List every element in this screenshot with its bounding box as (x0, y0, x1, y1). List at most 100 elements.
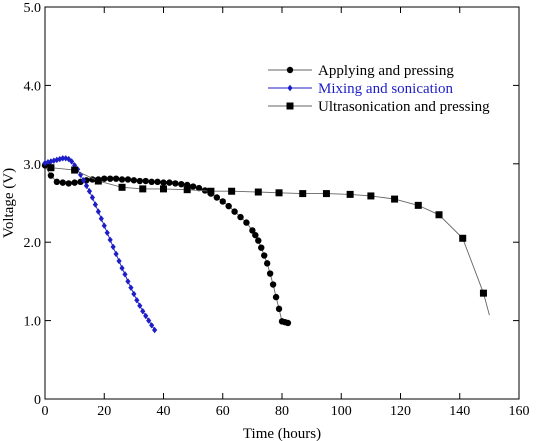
data-point (225, 202, 232, 210)
x-tick-label: 100 (331, 404, 352, 419)
data-point (299, 190, 307, 198)
data-point (134, 297, 140, 304)
data-point (255, 237, 262, 244)
data-point (95, 208, 101, 215)
data-point (284, 319, 292, 327)
x-tick-label: 40 (157, 404, 171, 419)
x-tick-label: 20 (97, 404, 111, 419)
data-point (183, 186, 191, 194)
legend-label: Applying and pressing (318, 63, 454, 79)
data-point (106, 175, 114, 182)
data-point (65, 180, 72, 187)
data-point (249, 227, 256, 234)
data-point (47, 164, 55, 172)
data-point (258, 244, 265, 251)
legend-marker (286, 66, 294, 74)
data-point (116, 257, 122, 265)
data-point (101, 222, 107, 229)
data-point (272, 293, 280, 301)
data-point (137, 302, 143, 309)
data-point (261, 252, 268, 259)
x-axis-title: Time (hours) (243, 426, 321, 441)
legend-label: Mixing and sonication (318, 81, 453, 97)
data-point (254, 188, 262, 196)
data-point (142, 177, 149, 185)
data-point (139, 185, 147, 193)
data-point (71, 166, 79, 174)
data-point (166, 179, 173, 186)
data-point (48, 158, 54, 165)
data-point (59, 179, 66, 186)
series-0 (41, 162, 292, 327)
data-point (124, 176, 132, 183)
data-point (435, 211, 443, 219)
x-tick-label: 60 (216, 404, 230, 419)
data-point (269, 281, 277, 288)
data-point (263, 260, 271, 267)
y-tick-label: 1.0 (24, 315, 42, 330)
axis-tick-labels: 0 20 40 60 80 100 120 140 160 0 1.0 2.0 3.0 4.0 5.0 (24, 1, 530, 419)
x-tick-label: 120 (390, 404, 411, 419)
data-point (140, 307, 146, 315)
data-point (149, 322, 155, 329)
data-point (136, 177, 143, 185)
data-point (243, 219, 250, 226)
data-point (322, 190, 330, 198)
data-point (231, 208, 238, 215)
data-point (122, 271, 128, 278)
data-point (228, 187, 236, 195)
y-tick-label: 3.0 (24, 158, 42, 173)
series-layer (41, 155, 490, 334)
data-point (195, 184, 203, 192)
data-point (77, 171, 84, 178)
x-tick-label: 160 (509, 404, 530, 419)
data-point (83, 182, 90, 189)
data-point (131, 290, 137, 298)
data-point (92, 201, 98, 208)
data-point (207, 187, 215, 195)
data-point (213, 194, 221, 201)
data-point (160, 185, 167, 193)
data-point (53, 178, 61, 186)
data-point (104, 229, 110, 236)
data-point (172, 180, 179, 187)
data-point (391, 195, 399, 203)
data-point (414, 201, 422, 209)
data-point (152, 326, 158, 334)
data-point (189, 183, 197, 190)
data-point (119, 264, 125, 272)
data-point (146, 317, 152, 324)
data-point (60, 155, 66, 162)
data-point (459, 234, 467, 242)
legend: Applying and pressing Mixing and sonicati… (268, 63, 490, 115)
data-point (219, 198, 226, 205)
data-point (112, 175, 120, 182)
data-point (125, 278, 131, 285)
axis-ticks (44, 6, 520, 400)
data-point (128, 284, 134, 291)
series-line (50, 167, 490, 316)
x-tick-label: 0 (42, 404, 49, 419)
data-point (275, 305, 283, 313)
y-tick-label: 4.0 (24, 79, 42, 94)
data-point (107, 236, 113, 244)
legend-label: Ultrasonication and pressing (318, 99, 490, 115)
y-axis-title: Voltage (V) (1, 168, 17, 238)
data-point (148, 178, 155, 186)
data-point (130, 177, 138, 184)
x-tick-label: 140 (449, 404, 470, 419)
data-point (160, 179, 167, 186)
data-point (47, 172, 55, 179)
data-point (367, 192, 375, 200)
data-point (86, 188, 93, 195)
data-point (479, 289, 487, 297)
data-point (110, 243, 116, 251)
data-point (346, 190, 354, 198)
series-2 (47, 164, 490, 316)
data-point (83, 177, 90, 184)
legend-marker (287, 84, 293, 92)
series-1 (42, 155, 158, 334)
data-point (266, 270, 274, 277)
y-tick-label: 2.0 (24, 236, 42, 251)
